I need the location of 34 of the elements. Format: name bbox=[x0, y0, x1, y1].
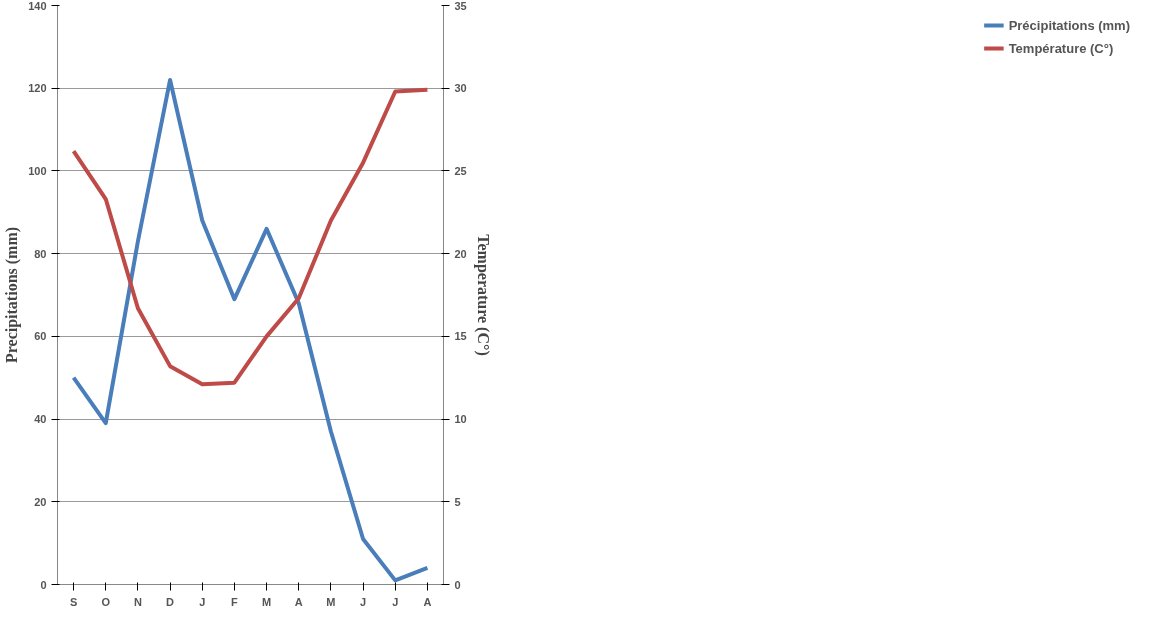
y2-tick-label: 0 bbox=[454, 578, 461, 591]
y2-tick-label: 10 bbox=[454, 413, 467, 426]
y2-tick-label: 25 bbox=[454, 164, 467, 177]
y-tick-label: 20 bbox=[34, 495, 47, 508]
y2-axis-title: Temperature (C°) bbox=[473, 234, 492, 356]
x-tick-label: O bbox=[101, 595, 111, 608]
y-tick-label: 140 bbox=[28, 0, 47, 12]
y2-tick-label: 5 bbox=[454, 495, 461, 508]
x-tick-label: D bbox=[166, 595, 175, 608]
x-tick-label: F bbox=[231, 595, 239, 608]
line-series bbox=[71, 87, 430, 387]
y2-tick-label: 30 bbox=[454, 82, 467, 95]
y-tick-label: 40 bbox=[34, 413, 47, 426]
y2-tick-label: 20 bbox=[454, 247, 467, 260]
x-tick-label: A bbox=[423, 595, 432, 608]
legend-label: Précipitations (mm) bbox=[1008, 17, 1130, 33]
x-tick-label: J bbox=[392, 595, 399, 608]
x-tick-label: N bbox=[133, 595, 142, 608]
legend-label: Température (C°) bbox=[1008, 40, 1114, 56]
x-tick-label: J bbox=[360, 595, 367, 608]
y-tick-label: 80 bbox=[34, 247, 47, 260]
y-tick-label: 60 bbox=[34, 330, 47, 343]
x-tick-label: S bbox=[69, 595, 78, 608]
x-tick-label: M bbox=[326, 595, 336, 608]
y-tick-label: 100 bbox=[28, 164, 47, 177]
x-tick-label: M bbox=[262, 595, 272, 608]
x-tick-label: J bbox=[199, 595, 206, 608]
y2-tick-label: 15 bbox=[454, 330, 467, 343]
x-tick-label: A bbox=[294, 595, 303, 608]
y2-tick-label: 35 bbox=[454, 0, 467, 12]
y-tick-label: 0 bbox=[40, 578, 47, 591]
y-tick-label: 120 bbox=[28, 82, 47, 95]
line-series bbox=[71, 77, 430, 583]
y-axis-title: Precipitations (mm) bbox=[3, 226, 22, 364]
